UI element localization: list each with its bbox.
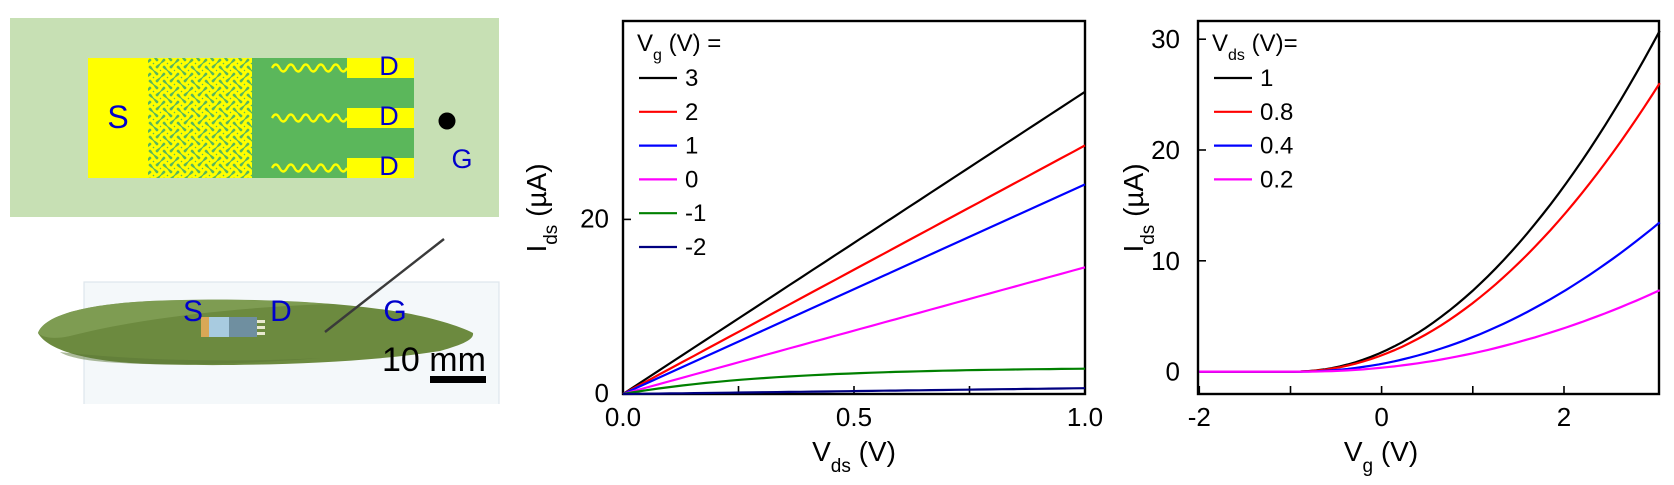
svg-text:-2: -2 (685, 234, 706, 261)
svg-text:0.5: 0.5 (836, 402, 872, 432)
svg-text:10: 10 (1151, 246, 1180, 276)
svg-text:D: D (270, 295, 292, 328)
svg-text:Ids (µA): Ids (µA) (1118, 163, 1159, 252)
svg-text:0.4: 0.4 (1260, 133, 1293, 160)
svg-text:0.2: 0.2 (1260, 166, 1293, 193)
svg-text:10 mm: 10 mm (382, 341, 486, 379)
svg-text:0: 0 (1166, 357, 1180, 387)
svg-text:Vg (V): Vg (V) (1344, 436, 1418, 477)
svg-text:20: 20 (1151, 135, 1180, 165)
svg-text:0: 0 (1374, 402, 1388, 432)
svg-text:0: 0 (685, 166, 698, 193)
svg-text:G: G (451, 144, 472, 174)
svg-text:D: D (379, 101, 399, 131)
svg-text:S: S (183, 295, 203, 328)
svg-text:S: S (107, 99, 128, 135)
svg-text:G: G (383, 295, 406, 328)
svg-text:3: 3 (685, 65, 698, 92)
svg-text:1: 1 (685, 133, 698, 160)
svg-text:2: 2 (1557, 402, 1571, 432)
svg-text:0.8: 0.8 (1260, 99, 1293, 126)
svg-text:D: D (379, 51, 399, 81)
svg-text:-1: -1 (685, 200, 706, 227)
svg-text:1.0: 1.0 (1067, 402, 1103, 432)
svg-text:Ids (µA): Ids (µA) (521, 163, 562, 252)
svg-text:Vds (V): Vds (V) (812, 436, 896, 477)
svg-text:0.0: 0.0 (605, 402, 641, 432)
svg-text:0: 0 (595, 378, 609, 408)
svg-text:-2: -2 (1188, 402, 1211, 432)
svg-text:2: 2 (685, 99, 698, 126)
svg-text:30: 30 (1151, 24, 1180, 54)
svg-text:20: 20 (580, 203, 609, 233)
svg-text:D: D (379, 151, 399, 181)
svg-text:1: 1 (1260, 65, 1273, 92)
